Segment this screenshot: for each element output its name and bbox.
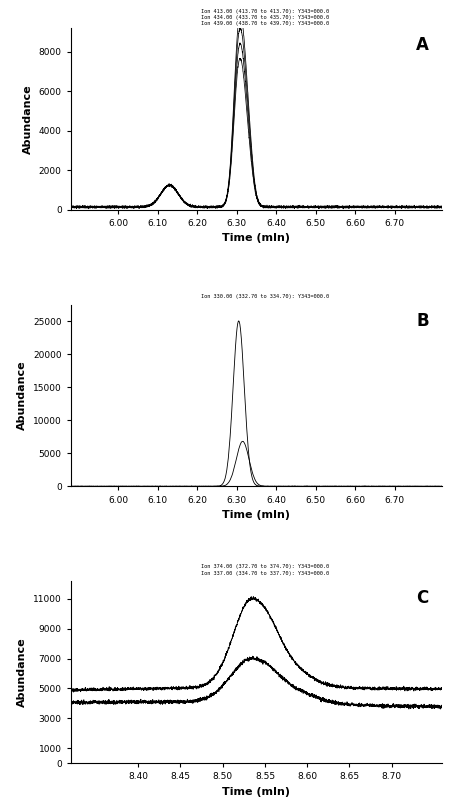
Text: B: B <box>415 312 428 330</box>
Text: A: A <box>415 36 428 54</box>
Text: Ion 374.00 (372.70 to 374.70): Y343=000.0
Ion 337.00 (334.70 to 337.70): Y343=00: Ion 374.00 (372.70 to 374.70): Y343=000.… <box>200 564 328 575</box>
X-axis label: Time (mIn): Time (mIn) <box>222 787 290 797</box>
X-axis label: Time (mIn): Time (mIn) <box>222 233 290 244</box>
Y-axis label: Abundance: Abundance <box>17 360 27 431</box>
X-axis label: Time (mIn): Time (mIn) <box>222 510 290 520</box>
Text: C: C <box>415 589 428 607</box>
Text: Ion 413.00 (413.70 to 413.70): Y343=000.0
Ion 434.00 (433.70 to 435.70): Y343=00: Ion 413.00 (413.70 to 413.70): Y343=000.… <box>200 9 328 26</box>
Text: Ion 330.00 (332.70 to 334.70): Y343=000.0: Ion 330.00 (332.70 to 334.70): Y343=000.… <box>200 294 328 299</box>
Y-axis label: Abundance: Abundance <box>23 84 33 153</box>
Y-axis label: Abundance: Abundance <box>17 638 27 707</box>
